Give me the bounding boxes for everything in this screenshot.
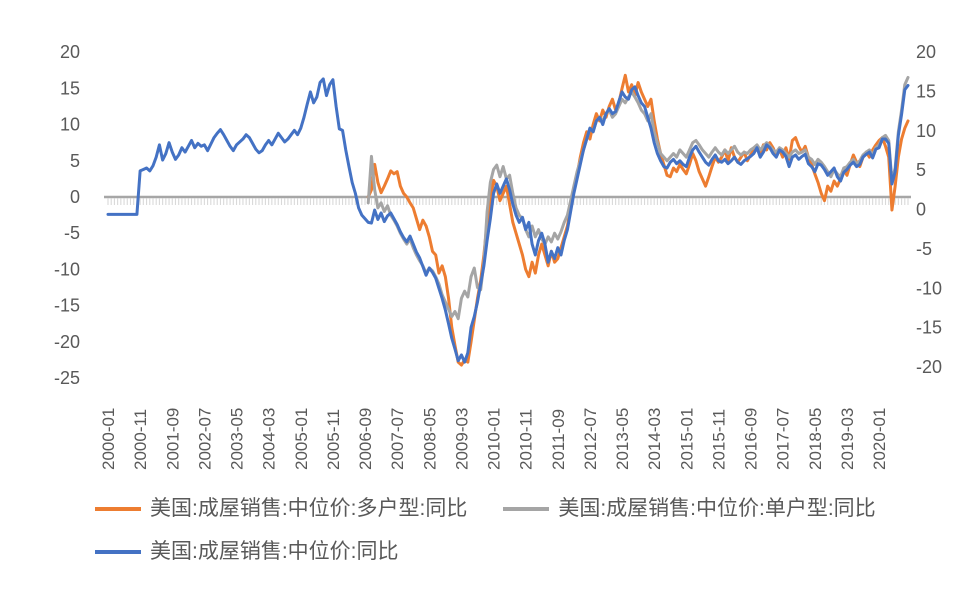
legend-swatch-gray (503, 507, 550, 511)
line-chart: 20 15 10 5 0 -5 -10 -15 -20 -25 20 15 10 5 0 -5 -10 -15 -2… (54, 42, 942, 470)
x-tick-label: 2009-03 (452, 408, 471, 470)
x-tick-label: 2001-09 (163, 408, 182, 470)
x-tick-label: 2002-07 (195, 408, 214, 470)
y-tick-label-left: 0 (70, 187, 80, 207)
x-tick-label: 2006-09 (356, 408, 375, 470)
legend-row-2: 美国:成屋销售:中位价:同比 (95, 539, 955, 565)
x-tick-label: 2000-11 (131, 409, 150, 470)
x-tick-label: 2008-05 (420, 408, 439, 470)
y-tick-label-right: 20 (916, 42, 936, 62)
y-tick-label-left: -20 (54, 332, 80, 352)
y-tick-label-right: -20 (916, 357, 942, 377)
x-tick-label: 2020-01 (870, 408, 889, 470)
x-tick-label: 2004-03 (260, 408, 279, 470)
y-tick-label-right: -5 (916, 239, 932, 259)
y-tick-label-left: -10 (54, 259, 80, 279)
y-axis-left: 20 15 10 5 0 -5 -10 -15 -20 -25 (54, 42, 80, 388)
x-tick-label: 2007-07 (388, 408, 407, 470)
x-tick-label: 2016-09 (742, 408, 761, 470)
x-tick-label: 2015-01 (677, 408, 696, 470)
y-tick-label-left: -5 (64, 223, 80, 243)
y-tick-label-left: 10 (60, 115, 80, 135)
x-tick-label: 2005-11 (324, 409, 343, 470)
y-tick-label-left: 15 (60, 78, 80, 98)
y-tick-label-left: 5 (70, 151, 80, 171)
chart-plot-area: 20 15 10 5 0 -5 -10 -15 -20 -25 20 15 10 5 0 -5 -10 -15 -2… (54, 42, 942, 470)
y-tick-label-right: -15 (916, 318, 942, 338)
legend-label-single-family: 美国:成屋销售:中位价:单户型:同比 (558, 497, 876, 520)
x-axis-labels: 2000-01 2000-11 2001-09 2002-07 2003-05 2004-… (99, 408, 889, 470)
x-tick-label: 2015-11 (709, 409, 728, 470)
x-tick-label: 2018-05 (806, 408, 825, 470)
y-tick-label-left: 20 (60, 42, 80, 62)
y-tick-label-right: 0 (916, 200, 926, 220)
legend-item-single-family: 美国:成屋销售:中位价:单户型:同比 (503, 496, 876, 522)
y-axis-right: 20 15 10 5 0 -5 -10 -15 -20 (916, 42, 942, 377)
legend-row-1: 美国:成屋销售:中位价:多户型:同比 美国:成屋销售:中位价:单户型:同比 (95, 496, 955, 522)
y-tick-label-right: 5 (916, 160, 926, 180)
y-tick-label-right: 15 (916, 81, 936, 101)
series-line-1 (366, 75, 910, 321)
x-tick-label: 2019-03 (838, 408, 857, 470)
legend-label-overall: 美国:成屋销售:中位价:同比 (150, 540, 399, 563)
x-tick-label: 2011-09 (549, 409, 568, 470)
legend-label-multi-family: 美国:成屋销售:中位价:多户型:同比 (150, 497, 468, 520)
x-tick-label: 2005-01 (292, 408, 311, 470)
legend-swatch-orange (95, 507, 141, 511)
x-tick-label: 2010-01 (485, 408, 504, 470)
x-tick-label: 2012-07 (581, 408, 600, 470)
x-tick-label: 2010-11 (517, 409, 536, 470)
x-tick-label: 2017-07 (774, 408, 793, 470)
x-tick-label: 2013-05 (613, 408, 632, 470)
legend-item-overall: 美国:成屋销售:中位价:同比 (95, 539, 399, 565)
y-tick-label-left: -15 (54, 296, 80, 316)
x-tick-label: 2014-03 (645, 408, 664, 470)
y-tick-label-right: -10 (916, 278, 942, 298)
legend-item-multi-family: 美国:成屋销售:中位价:多户型:同比 (95, 496, 467, 522)
x-tick-label: 2000-01 (99, 408, 118, 470)
chart-legend: 美国:成屋销售:中位价:多户型:同比 美国:成屋销售:中位价:单户型:同比 美国… (95, 496, 955, 582)
y-tick-label-left: -25 (54, 368, 80, 388)
legend-swatch-blue (95, 550, 141, 554)
series-line-2 (106, 77, 910, 364)
x-tick-label: 2003-05 (228, 408, 247, 470)
y-tick-label-right: 10 (916, 121, 936, 141)
